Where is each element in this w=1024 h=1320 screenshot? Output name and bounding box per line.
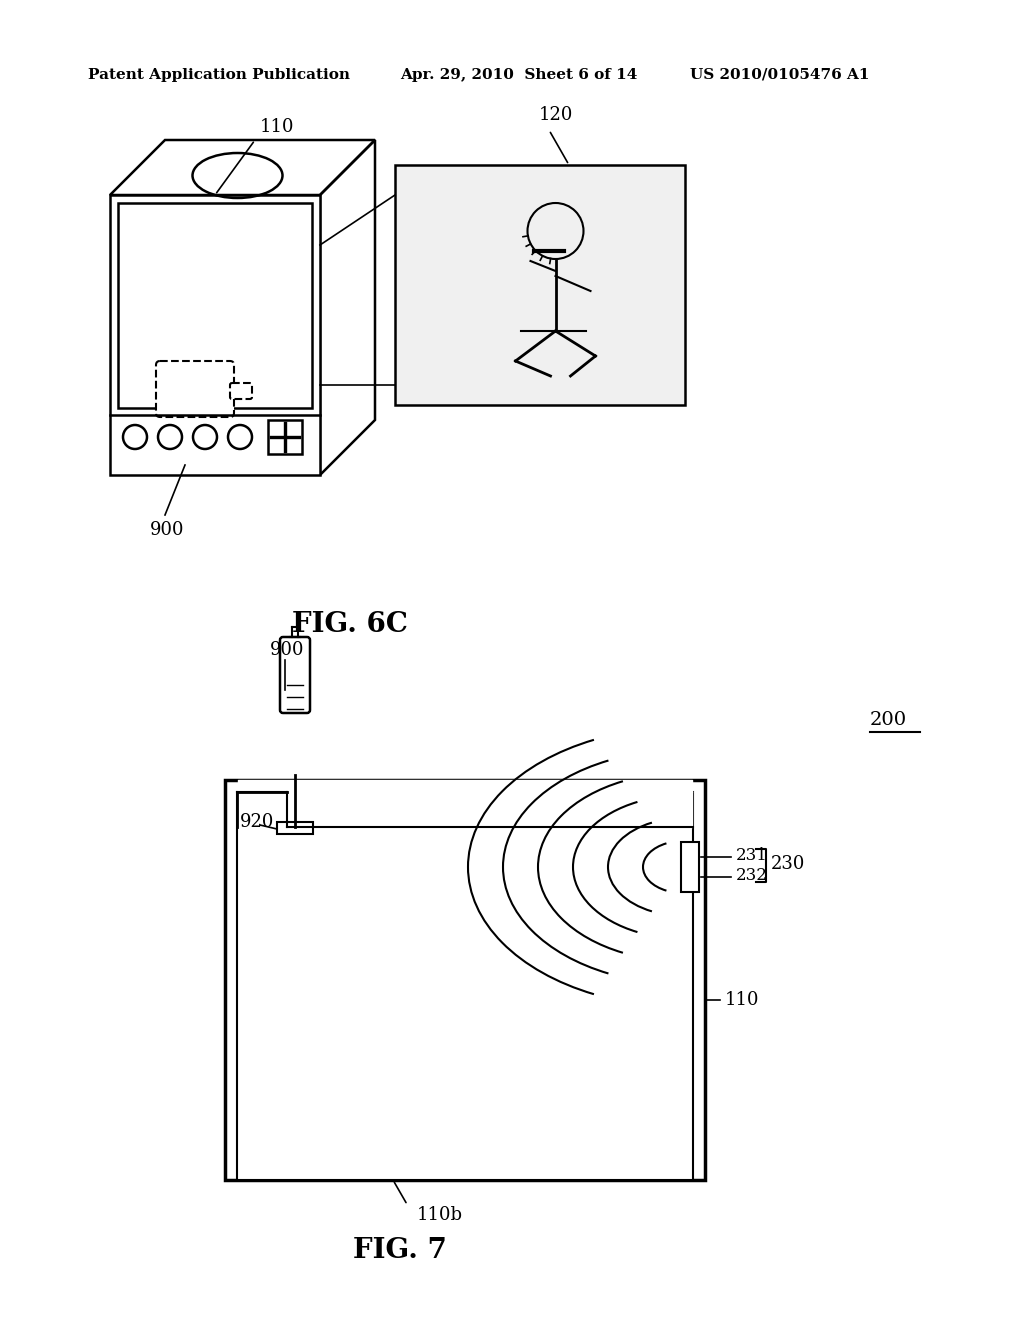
Text: 110: 110 — [260, 117, 295, 136]
FancyBboxPatch shape — [280, 638, 310, 713]
Text: FIG. 7: FIG. 7 — [353, 1237, 446, 1263]
Text: 232: 232 — [736, 866, 768, 883]
Bar — [681, 842, 699, 892]
Text: 900: 900 — [150, 521, 184, 539]
Text: Patent Application Publication: Patent Application Publication — [88, 69, 350, 82]
Text: 920: 920 — [240, 813, 274, 832]
FancyBboxPatch shape — [230, 383, 252, 399]
FancyBboxPatch shape — [156, 360, 234, 417]
Text: 120: 120 — [539, 106, 573, 124]
Bar — [118, 203, 312, 408]
FancyBboxPatch shape — [110, 195, 319, 475]
Text: 231: 231 — [736, 846, 768, 863]
Text: FIG. 6C: FIG. 6C — [292, 611, 408, 639]
Text: US 2010/0105476 A1: US 2010/0105476 A1 — [690, 69, 869, 82]
Bar — [395, 165, 685, 405]
Bar — [237, 792, 693, 1180]
Text: 110b: 110b — [417, 1206, 463, 1224]
Bar — [278, 822, 313, 834]
Text: 230: 230 — [771, 855, 805, 873]
FancyBboxPatch shape — [268, 420, 302, 454]
Bar — [225, 780, 705, 1180]
Text: 110: 110 — [725, 991, 760, 1008]
Text: Apr. 29, 2010  Sheet 6 of 14: Apr. 29, 2010 Sheet 6 of 14 — [400, 69, 637, 82]
Text: 200: 200 — [870, 711, 907, 729]
Text: 900: 900 — [270, 642, 304, 659]
